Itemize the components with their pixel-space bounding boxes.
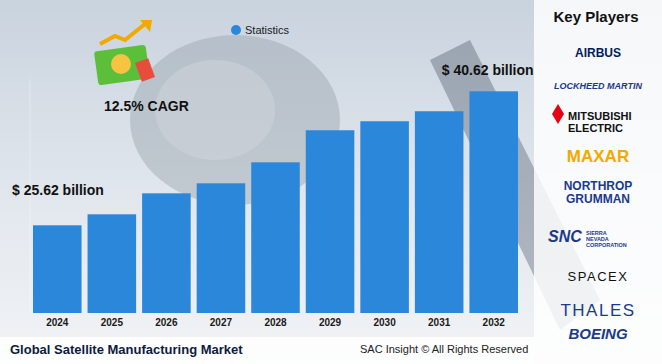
bar [306,130,355,313]
bar [360,121,409,313]
x-tick-label: 2032 [483,317,506,328]
x-tick-label: 2031 [428,317,451,328]
legend-marker [231,25,241,35]
x-tick-label: 2030 [373,317,396,328]
chart: 2024 2025 2026 2027 2028 2029 2030 2031 2032 Stat… [0,0,662,364]
legend-label: Statistics [245,24,290,36]
key-player: NORTHROP [564,179,633,193]
bars [33,91,518,313]
bar [197,183,246,313]
annotation: $ 40.62 billion [442,62,534,78]
bar [251,162,300,313]
key-player: CORPORATION [586,242,627,248]
key-player: SNC [548,228,582,245]
source: SAC Insight © All Rights Reserved [360,343,528,355]
x-tick-label: 2028 [264,317,287,328]
bar [142,193,191,313]
coin [111,54,131,74]
arrow-head [140,20,152,32]
bar [33,225,82,313]
key-player: THALES [560,301,635,320]
annotation: 12.5% CAGR [104,98,189,114]
price-tag [135,58,155,82]
background [0,0,662,364]
title: Global Satellite Manufacturing Market [10,342,243,357]
trend-arrow [100,24,145,44]
bar [88,214,137,313]
key-player: MITSUBISHI [568,110,632,122]
x-tick-label: 2025 [101,317,124,328]
annotation: $ 25.62 billion [12,182,104,198]
logo-mark [552,104,564,124]
footer-strip [0,337,534,364]
key-player: ELECTRIC [568,122,623,134]
x-tick-label: 2029 [319,317,342,328]
x-tick-label: 2026 [155,317,178,328]
cagr-icon [94,20,155,85]
x-tick-label: 2024 [46,317,69,328]
key-players-panel [534,0,662,364]
key-player: AIRBUS [575,46,621,60]
bar [469,91,518,313]
x-tick-label: 2027 [210,317,233,328]
key-player: LOCKHEED MARTIN [554,81,642,91]
bar [415,111,464,313]
key-player: BOEING [568,325,628,342]
key-players-title: Key Players [553,8,638,25]
key-player: GRUMMAN [566,192,630,206]
key-player: SPACEX [568,269,629,284]
key-player: MAXAR [567,147,629,166]
